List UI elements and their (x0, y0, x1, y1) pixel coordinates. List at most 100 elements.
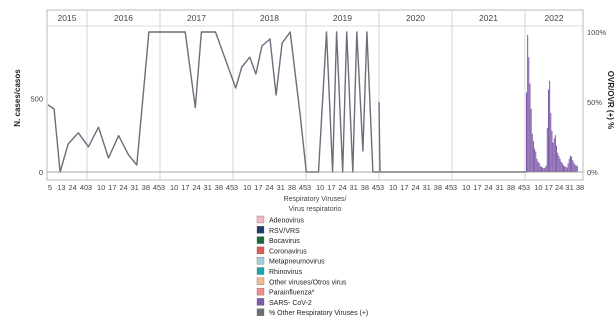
year-label: 2015 (58, 13, 77, 23)
sars-cov2-bar (565, 166, 567, 172)
percent-other-viruses-line (47, 31, 526, 173)
x-tick-label: 3 (88, 183, 92, 192)
plot-frame (46, 9, 584, 181)
x-tick-label: 10 (534, 183, 542, 192)
y-right-tick-label: 0% (587, 168, 598, 177)
legend-label: Bocavirus (269, 238, 300, 245)
sars-cov2-bar (534, 148, 536, 172)
legend-label: Parainfluenza* (269, 290, 315, 297)
sars-cov2-bar (566, 167, 568, 172)
x-tick-label: 31 (130, 183, 138, 192)
sars-cov2-bar (545, 165, 547, 172)
x-tick-label: 17 (254, 183, 262, 192)
x-tick-label: 31 (349, 183, 357, 192)
x-tick-label: 24 (411, 183, 419, 192)
sars-cov2-bar (543, 168, 545, 172)
legend-swatch (256, 308, 265, 316)
x-tick-label: 24 (192, 183, 200, 192)
year-label: 2017 (187, 13, 206, 23)
legend-label: Coronavirus (269, 248, 307, 255)
year-label: 2021 (479, 13, 498, 23)
sars-cov2-bar (560, 161, 562, 172)
x-tick-label: 45 (299, 183, 307, 192)
sars-cov2-bar (539, 166, 541, 172)
sars-cov2-bar (526, 92, 528, 172)
x-tick-label: 45 (445, 183, 453, 192)
y-axis-right-title: OVR/OVR (+) % (606, 71, 615, 129)
x-tick-label: 24 (68, 183, 76, 192)
sars-cov2-bar (536, 158, 538, 172)
sars-cov2-bar (568, 158, 570, 172)
percent-line-2020-2021 (378, 101, 526, 173)
x-tick-label: 3 (234, 183, 238, 192)
x-tick-label: 3 (307, 183, 311, 192)
sars-cov2-bar (547, 89, 549, 172)
sars-cov2-bar (574, 164, 576, 172)
x-tick-label: 38 (434, 183, 442, 192)
x-tick-label: 24 (265, 183, 273, 192)
x-tick-label: 31 (276, 183, 284, 192)
y-right-tick-label: 100% (587, 28, 607, 37)
sars-cov2-bars (526, 34, 578, 173)
sars-cov2-bar (562, 165, 564, 172)
x-tick-label: 31 (203, 183, 211, 192)
sars-cov2-bar (567, 163, 569, 172)
legend-label: RSV/VRS (269, 228, 300, 235)
y-right-tick-label: 50% (587, 98, 602, 107)
legend-label: Rhinovirus (269, 269, 303, 276)
year-label: 2019 (333, 13, 352, 23)
sars-cov2-bar (564, 166, 566, 172)
sars-cov2-bar (573, 162, 575, 172)
sars-cov2-bar (551, 130, 553, 172)
x-tick-label: 24 (338, 183, 346, 192)
sars-cov2-bar (549, 80, 551, 172)
x-tick-label: 13 (57, 183, 65, 192)
legend-swatch (256, 215, 265, 224)
axes: 0 500 0% 50% 100% (30, 28, 606, 177)
legend-label: Metapneumovirus (269, 259, 325, 266)
sars-cov2-bar (571, 156, 573, 172)
year-label: 2022 (545, 13, 564, 23)
sars-cov2-bar (529, 83, 531, 172)
x-tick-label: 3 (380, 183, 384, 192)
x-tick-label: 10 (462, 183, 470, 192)
legend-swatch (256, 277, 265, 285)
x-tick-label: 10 (97, 183, 105, 192)
x-tick-label: 31 (565, 183, 573, 192)
percent-line-2015-2019 (47, 31, 379, 173)
legend-label: Adenovirus (269, 218, 305, 225)
sars-cov2-bar (531, 133, 533, 172)
x-tick-label: 38 (361, 183, 369, 192)
x-tick-label: 45 (226, 183, 234, 192)
sars-cov2-bar (575, 165, 577, 172)
x-tick-label: 3 (526, 183, 530, 192)
year-header-row: 2015 2016 2017 2018 2019 2020 2021 2022 (58, 13, 564, 23)
sars-cov2-bar (556, 145, 558, 172)
x-tick-label: 5 (48, 183, 52, 192)
legend-swatch (256, 236, 265, 244)
sars-cov2-bar (546, 127, 548, 172)
x-tick-label: 17 (473, 183, 481, 192)
sars-cov2-bar (535, 151, 537, 172)
x-tick-label: 17 (400, 183, 408, 192)
sars-cov2-bar (558, 155, 560, 172)
x-tick-label: 3 (161, 183, 165, 192)
sars-cov2-bar (576, 166, 578, 172)
x-tick-label: 38 (215, 183, 223, 192)
legend-swatch (256, 257, 265, 265)
sars-cov2-bar (554, 135, 556, 172)
sars-cov2-bar (542, 167, 544, 172)
sars-cov2-bar (527, 34, 529, 172)
sars-cov2-bar (537, 161, 539, 172)
sars-cov2-bar (538, 163, 540, 172)
x-tick-label: 24 (119, 183, 127, 192)
year-label: 2018 (260, 13, 279, 23)
x-tick-label: 24 (555, 183, 563, 192)
sars-cov2-bar (552, 142, 554, 172)
sars-cov2-bar (532, 141, 534, 172)
sars-cov2-bar (561, 163, 563, 172)
sars-cov2-bar (559, 158, 561, 172)
x-tick-label: 10 (389, 183, 397, 192)
